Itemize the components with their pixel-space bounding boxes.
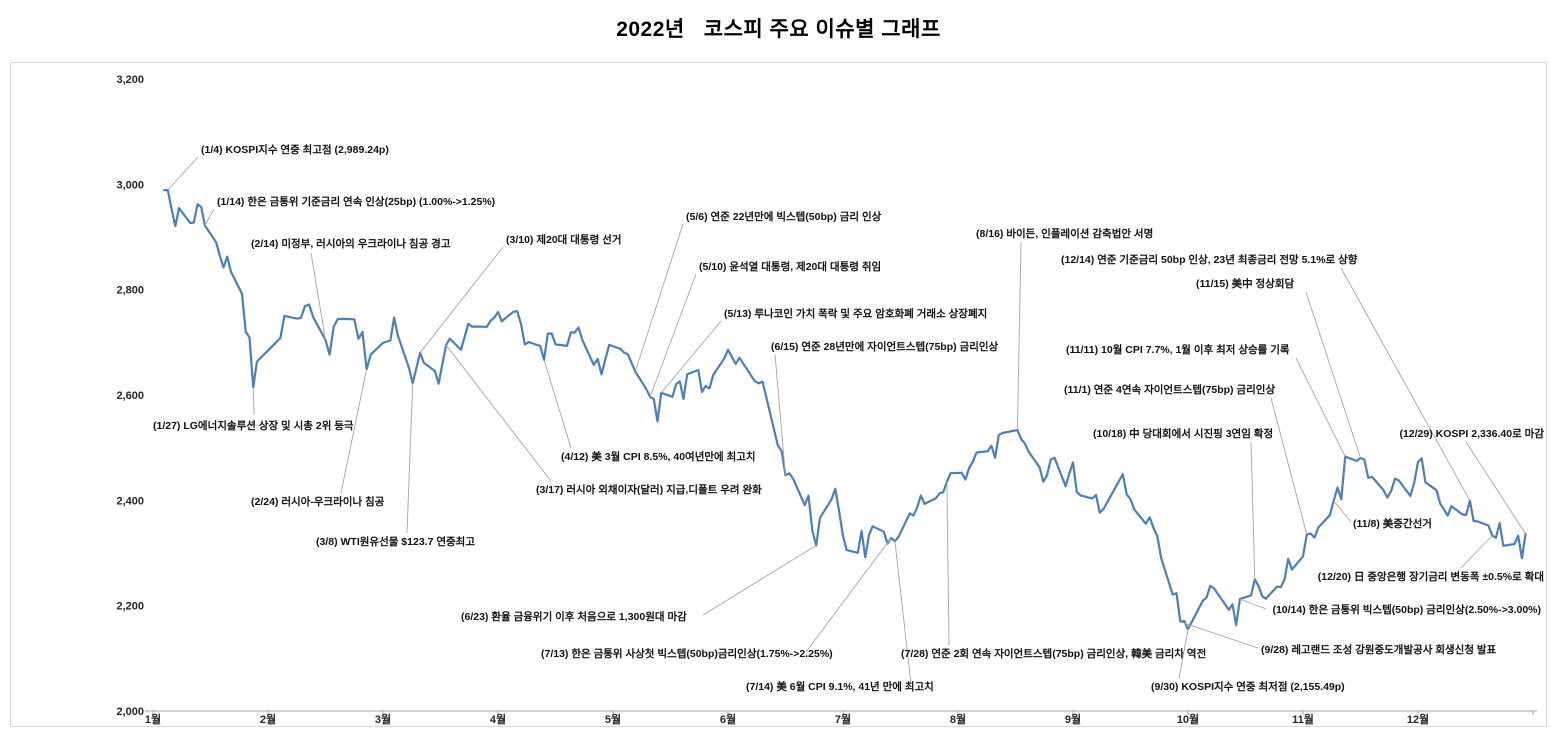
annotation-leader-line [702,545,817,616]
y-axis-label: 2,600 [116,390,144,402]
annotation-leader-line [1178,629,1189,680]
annotation-label: (11/1) 연준 4연속 자이언트스텝(75bp) 금리인상 [1064,383,1275,396]
annotation-leader-line [1460,535,1493,569]
annotation-leader-line [204,208,215,226]
y-axis-label: 2,800 [116,285,144,297]
annotation-label: (9/28) 레고랜드 조성 강원중도개발공사 회생신청 발표 [1261,643,1497,656]
annotation-leader-line [1239,598,1267,610]
annotation-label: (3/10) 제20대 대통령 선거 [506,233,621,246]
annotation-label: (5/10) 윤석열 대통령, 제20대 대통령 취임 [699,260,881,273]
chart-area: 2,000 2,200 2,400 2,600 2,800 3,000 3,200 1월 2월 3… [10,62,1547,727]
annotation-leader-line [1016,241,1022,431]
annotation-leader-line [649,273,697,397]
annotation-leader-line [1340,267,1471,501]
x-axis-label: 1월 [145,712,161,726]
annotation-label: (1/27) LG에너지솔루션 상장 및 시총 2위 등극 [153,419,354,432]
x-axis-label: 11월 [1292,712,1314,726]
x-axis-label: 6월 [720,712,736,726]
annotation-leader-line [1305,291,1361,459]
y-axis-label: 3,000 [116,179,144,191]
annotation-leader-line [406,383,414,534]
x-axis-label: 7월 [835,712,851,726]
annotation-leader-line [1250,441,1256,580]
annotation-leader-line [1295,357,1346,457]
annotation-leader-line [634,223,684,372]
annotation-label: (7/13) 한은 금통위 사상첫 빅스텝(50bp)금리인상(1.75%->2… [541,647,833,660]
annotation-label: (7/14) 美 6월 CPI 9.1%, 41년 만에 최고치 [746,680,934,693]
annotation-label: (12/29) KOSPI 2,336.40로 마감 [1399,427,1544,440]
annotation-leader-line [1465,441,1526,535]
y-axis-label: 2,000 [116,706,144,718]
annotation-label: (6/15) 연준 28년만에 자이언트스텝(75bp) 금리인상 [771,340,999,353]
annotation-leader-line [310,252,326,341]
x-axis-label: 4월 [490,712,506,726]
annotation-leader-line [543,359,572,449]
annotation-leader-line [894,541,912,685]
annotation-leader-line [1270,397,1308,535]
annotation-label: (2/14) 미정부, 러시아의 우크라이나 침공 경고 [251,237,451,250]
annotation-leader-line [419,246,504,353]
annotation-leader-line [167,156,199,191]
annotation-leader-line [774,353,786,476]
x-axis-label: 8월 [950,712,966,726]
annotation-leader-line [445,344,552,482]
x-axis-label: 5월 [605,712,621,726]
annotation-label: (12/20) 日 중앙은행 장기금리 변동폭 ±0.5%로 확대 [1318,570,1544,583]
x-axis-label: 10월 [1177,712,1199,726]
annotation-label: (12/14) 연준 기준금리 50bp 인상, 23년 최종금리 전망 5.1… [1061,253,1358,266]
chart-title: 2022년 코스피 주요 이슈별 그래프 [616,18,941,41]
x-axis-label: 9월 [1065,712,1081,726]
annotation-leader-line [1333,500,1352,523]
annotation-label: (10/18) 中 당대회에서 시진핑 3연임 확정 [1093,427,1273,440]
annotation-label: (4/12) 美 3월 CPI 8.5%, 40여년만에 최고치 [561,450,756,463]
annotation-label: (5/13) 루나코인 가치 폭락 및 주요 암호화폐 거래소 상장폐지 [724,307,987,320]
annotation-label: (1/14) 한은 금통위 기준금리 연속 인상(25bp) (1.00%->1… [217,195,495,208]
annotation-label: (3/8) WTI원유선물 $123.7 연중최고 [316,535,475,548]
x-axis-label: 12월 [1407,712,1429,726]
annotation-leader-line [660,320,722,394]
annotation-leader-line [805,537,892,653]
annotation-label: (1/4) KOSPI지수 연중 최고점 (2,989.24p) [201,143,389,156]
x-axis-label: 3월 [375,712,391,726]
annotation-label: (6/23) 환율 금융위기 이후 처음으로 1,300원대 마감 [461,610,687,623]
annotation-leader-line [340,369,368,494]
annotation-label: (3/17) 러시아 외채이자(달러) 지급,디폴트 우려 완화 [536,483,762,496]
kospi-price-line [163,188,1527,631]
y-axis-label: 2,400 [116,495,144,507]
annotation-leader-line [1180,621,1259,649]
annotation-label: (5/6) 연준 22년만에 빅스텝(50bp) 금리 인상 [686,210,882,223]
annotation-label: (11/11) 10월 CPI 7.7%, 1월 이후 최저 상승률 기록 [1066,343,1290,356]
y-axis-label: 2,200 [116,601,144,613]
annotation-label: (10/14) 한은 금통위 빅스텝(50bp) 금리인상(2.50%->3.0… [1272,603,1541,616]
annotation-label: (8/16) 바이든, 인플레이션 감축법안 서명 [976,227,1153,240]
annotation-label: (11/15) 美中 정상회담 [1196,277,1295,290]
annotation-label: (7/28) 연준 2회 연속 자이언트스텝(75bp) 금리인상, 韓美 금리… [901,647,1206,660]
annotation-leader-line [946,481,950,646]
annotation-leader-line [252,387,255,416]
annotation-label: (11/8) 美중간선거 [1353,517,1432,530]
y-axis-label: 3,200 [116,74,144,86]
kospi-line-chart-canvas: 2,000 2,200 2,400 2,600 2,800 3,000 3,200 1월 2월 3… [116,74,1544,726]
x-axis-label: 2월 [260,712,276,726]
annotation-label: (2/24) 러시아-우크라이나 침공 [251,495,385,508]
annotation-label: (9/30) KOSPI지수 연중 최저점 (2,155.49p) [1151,680,1345,693]
